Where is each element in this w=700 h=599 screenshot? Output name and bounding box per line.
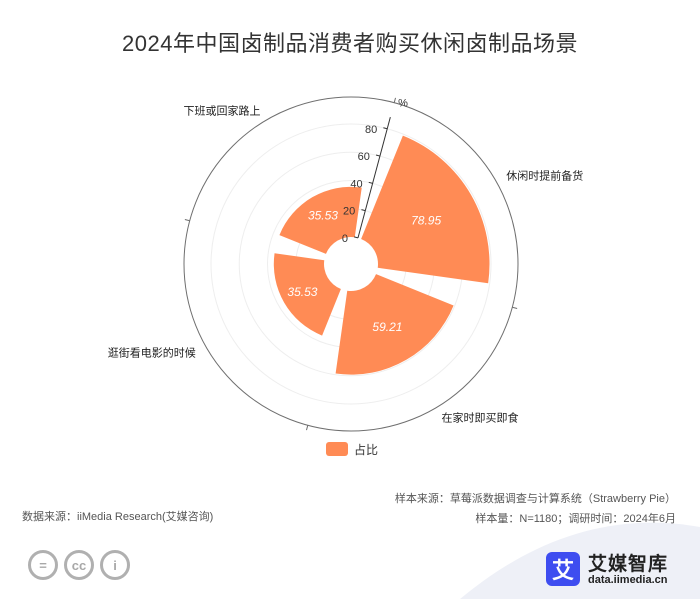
angle-axis-tick [306, 425, 309, 431]
sample-source: 样本来源：草莓派数据调查与计算系统（Strawberry Pie） [394, 493, 676, 505]
radial-axis-line [357, 117, 391, 239]
polar-bar [273, 253, 341, 336]
polar-bar [335, 274, 454, 375]
category-label: 下班或回家路上 [184, 104, 261, 118]
bar-value-label: 59.21 [372, 320, 402, 334]
equals-icon: = [28, 550, 58, 580]
polar-grid-circle [210, 123, 492, 405]
bar-value-label: 35.53 [308, 208, 338, 222]
radial-tick [368, 181, 373, 184]
angle-axis-tick [512, 306, 518, 309]
angle-axis-tick [184, 219, 190, 222]
radial-tick [353, 236, 359, 239]
radial-tick [361, 209, 366, 212]
sample-notes: 样本来源：草莓派数据调查与计算系统（Strawberry Pie） 样本量：N=… [395, 489, 676, 529]
category-label: 逛街看电影的时候 [108, 346, 196, 360]
sample-info: 样本量：N=1180；调研时间：2024年6月 [475, 513, 676, 525]
brand-name: 艾媒智库 [588, 554, 669, 575]
radial-tick-label: 0 [342, 233, 348, 245]
radial-axis-unit: % [398, 97, 408, 109]
angle-axis-tick [393, 97, 396, 103]
radial-tick-label: 40 [350, 178, 362, 190]
radial-tick-label: 80 [365, 124, 377, 136]
category-label: 在家时即买即食 [442, 410, 519, 424]
cc-icon: cc [64, 550, 94, 580]
brand-url: data.iimedia.cn [588, 574, 668, 586]
bar-value-label: 35.53 [287, 285, 317, 299]
polar-outer-circle [183, 96, 519, 432]
polar-bar [361, 135, 490, 284]
radial-tick-label: 60 [358, 151, 370, 163]
bar-value-label: 78.95 [411, 214, 441, 228]
legend-swatch [326, 442, 348, 456]
radial-tick [383, 127, 388, 130]
legend-label: 占比 [354, 442, 379, 457]
person-icon: i [100, 550, 130, 580]
chart-title: 2024年中国卤制品消费者购买休闲卤制品场景 [122, 31, 578, 56]
category-label: 休闲时提前备货 [506, 169, 583, 183]
radial-tick [375, 154, 381, 157]
footer-wave [460, 522, 700, 599]
license-icons: = cc i [28, 550, 130, 580]
polar-bar [279, 186, 362, 254]
radial-tick-label: 20 [343, 206, 355, 218]
brand-logo: 艾 [546, 552, 580, 586]
legend[interactable]: 占比 [326, 441, 378, 457]
data-source: 数据来源：iiMedia Research(艾媒咨询) [22, 511, 214, 523]
